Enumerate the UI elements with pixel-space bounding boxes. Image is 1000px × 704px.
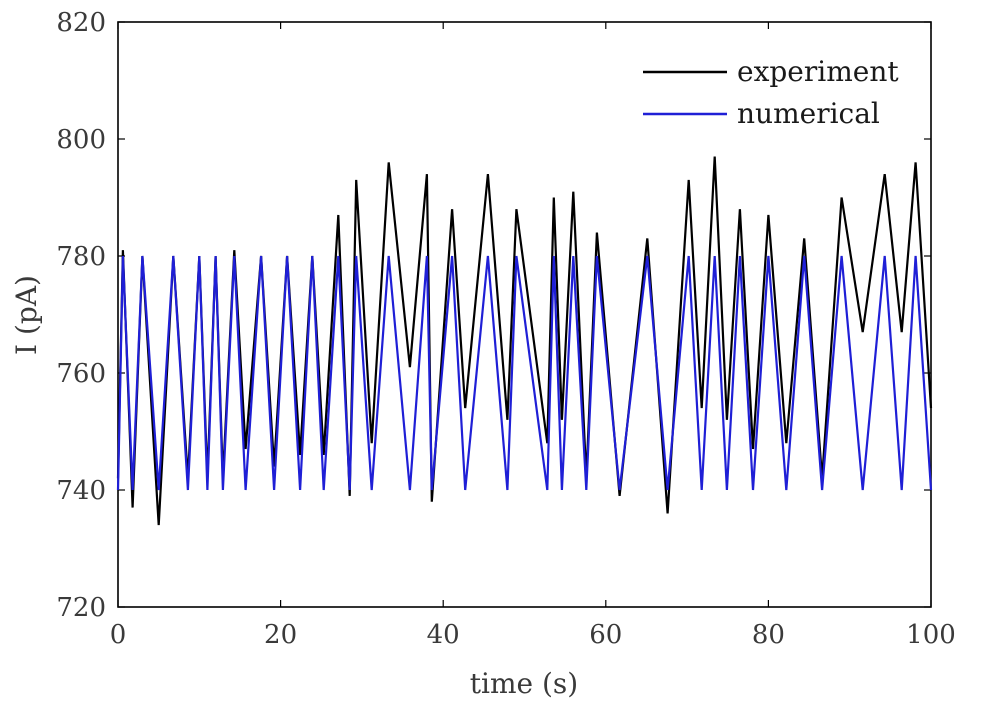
y-tick-label: 740	[56, 476, 106, 506]
series-lines	[116, 156, 933, 526]
x-tick-label: 100	[906, 620, 956, 650]
y-tick-label: 780	[56, 242, 106, 272]
y-tick-label: 800	[56, 125, 106, 155]
x-axis-label: time (s)	[470, 667, 578, 700]
x-tick-label: 40	[427, 620, 460, 650]
y-tick-label: 820	[56, 8, 106, 38]
series-line-numerical	[116, 255, 933, 491]
legend-label-experiment: experiment	[737, 55, 899, 88]
axis-ticks: 0 20 40 60 80 100 720 740 760 780 800 820	[56, 8, 955, 650]
legend-label-numerical: numerical	[737, 97, 880, 130]
y-tick-label: 760	[56, 359, 106, 389]
x-tick-label: 60	[589, 620, 622, 650]
x-tick-label: 20	[264, 620, 297, 650]
x-tick-label: 80	[752, 620, 785, 650]
legend: experiment numerical	[643, 55, 899, 130]
x-tick-label: 0	[110, 620, 127, 650]
y-axis-label: I (pA)	[10, 275, 43, 355]
y-tick-label: 720	[56, 593, 106, 623]
